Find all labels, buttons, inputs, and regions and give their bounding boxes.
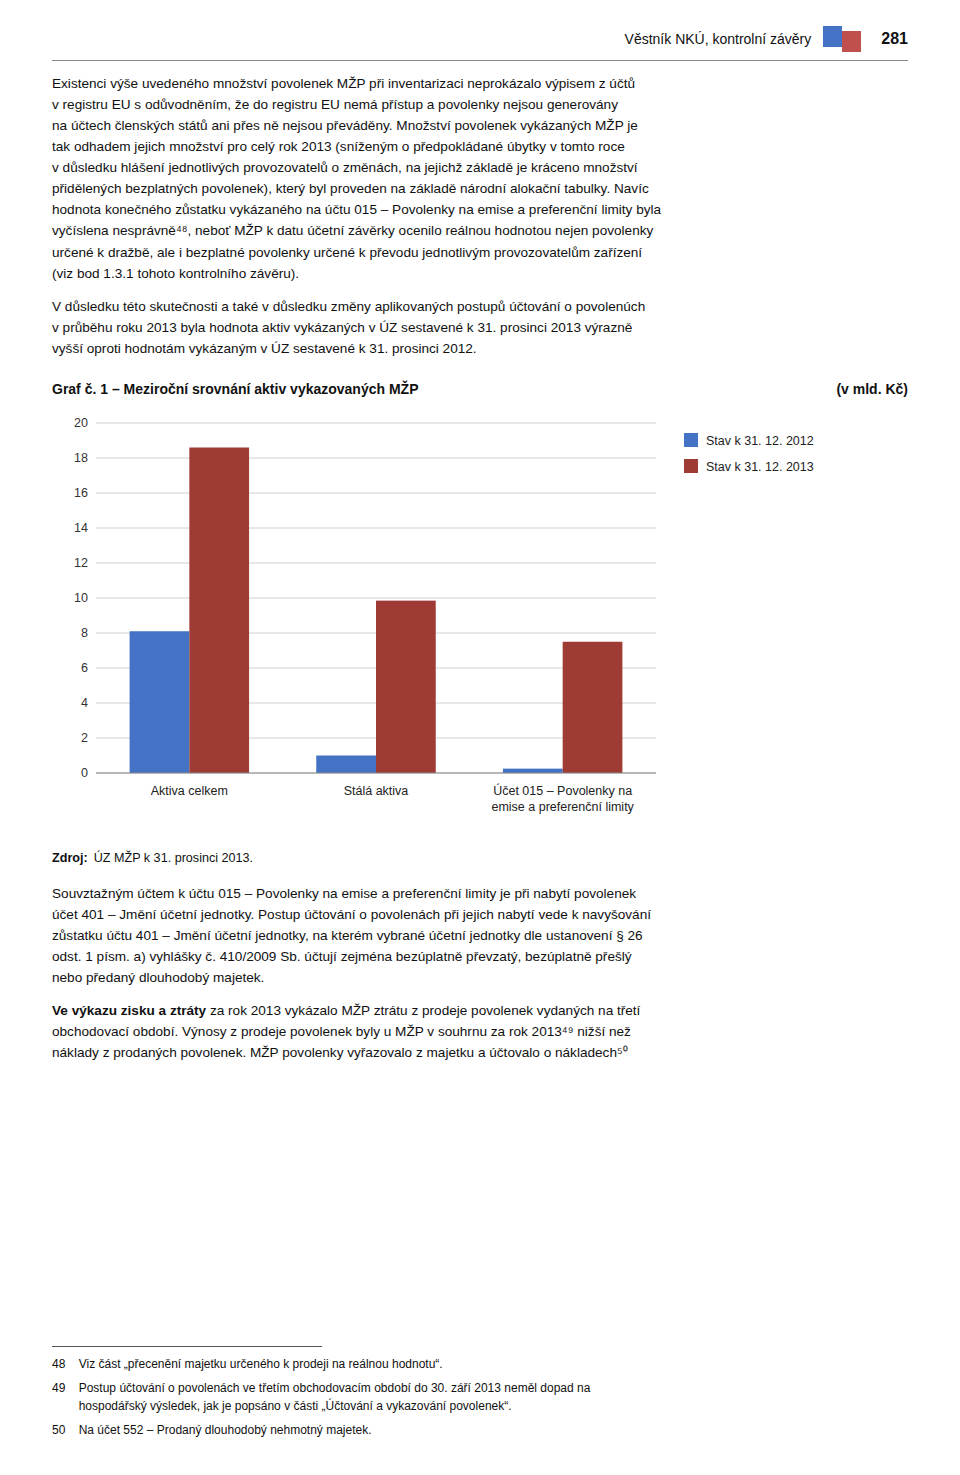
bars: [130, 447, 623, 773]
paragraph-bold: Ve výkazu zisku a ztráty: [52, 1003, 206, 1018]
footnote: 50 Na účet 552 – Prodaný dlouhodobý nehm…: [52, 1421, 908, 1439]
footnote: 48 Viz část „přecenění majetku určeného …: [52, 1355, 908, 1373]
grid-line: [96, 422, 656, 423]
x-axis-line: [96, 772, 656, 773]
source-text: ÚZ MŽP k 31. prosinci 2013.: [94, 851, 253, 865]
paragraph: Ve výkazu zisku a ztráty za rok 2013 vyk…: [52, 1000, 908, 1063]
paragraph: Souvztažným účtem k účtu 015 – Povolenky…: [52, 883, 908, 988]
y-tick-label: 20: [74, 416, 88, 430]
logo-block: [842, 31, 861, 52]
source-label: Zdroj:: [52, 851, 88, 865]
grid-line: [96, 772, 656, 773]
x-tick-label: Účet 015 – Povolenky naemise a preferenč…: [491, 783, 634, 814]
logo-block: [823, 26, 842, 47]
footnotes: 48 Viz část „přecenění majetku určeného …: [52, 1338, 908, 1445]
header: Věstník NKÚ, kontrolní závěry 281: [52, 26, 908, 61]
source: Zdroj: ÚZ MŽP k 31. prosinci 2013.: [52, 851, 908, 865]
y-tick-label: 2: [81, 731, 88, 745]
legend-label: Stav k 31. 12. 2013: [706, 460, 814, 474]
grid-line: [96, 527, 656, 528]
y-tick-label: 18: [74, 451, 88, 465]
y-tick-label: 6: [81, 661, 88, 675]
paragraph: Existenci výše uvedeného množství povole…: [52, 73, 908, 284]
footnote-separator: [52, 1346, 322, 1347]
grid-line: [96, 457, 656, 458]
y-tick-label: 8: [81, 626, 88, 640]
bar: [503, 768, 563, 772]
grid-line: [96, 562, 656, 563]
chart-title: Graf č. 1 – Meziroční srovnání aktiv vyk…: [52, 381, 418, 397]
footnote: 49 Postup účtování o povolenách ve třetí…: [52, 1379, 908, 1415]
page: Věstník NKÚ, kontrolní závěry 281 Existenc…: [0, 0, 960, 1475]
chart-title-row: Graf č. 1 – Meziroční srovnání aktiv vyk…: [52, 381, 908, 397]
x-tick-label: Aktiva celkem: [151, 784, 228, 798]
bar: [563, 642, 623, 773]
y-tick-label: 14: [74, 521, 88, 535]
bar: [189, 447, 249, 773]
legend-swatch: [684, 433, 698, 447]
bar: [130, 631, 190, 773]
grid-line: [96, 492, 656, 493]
bar: [316, 755, 376, 773]
chart-subtitle: (v mld. Kč): [836, 381, 908, 397]
y-tick-label: 16: [74, 486, 88, 500]
grid-line: [96, 597, 656, 598]
header-text: Věstník NKÚ, kontrolní závěry: [625, 31, 812, 47]
y-tick-label: 10: [74, 591, 88, 605]
legend-label: Stav k 31. 12. 2012: [706, 434, 814, 448]
x-tick-label: Stálá aktiva: [344, 784, 409, 798]
y-tick-label: 12: [74, 556, 88, 570]
y-tick-label: 4: [81, 696, 88, 710]
logo: [823, 26, 869, 52]
paragraph: V důsledku této skutečnosti a také v důs…: [52, 296, 908, 359]
chart: 0 2 4 6 8 10 12 14 16 18 20 Aktiva celkem Stálá akti…: [52, 407, 908, 847]
y-tick-label: 0: [81, 766, 88, 780]
bar: [376, 600, 436, 772]
legend-swatch: [684, 459, 698, 473]
page-number: 281: [881, 30, 908, 48]
